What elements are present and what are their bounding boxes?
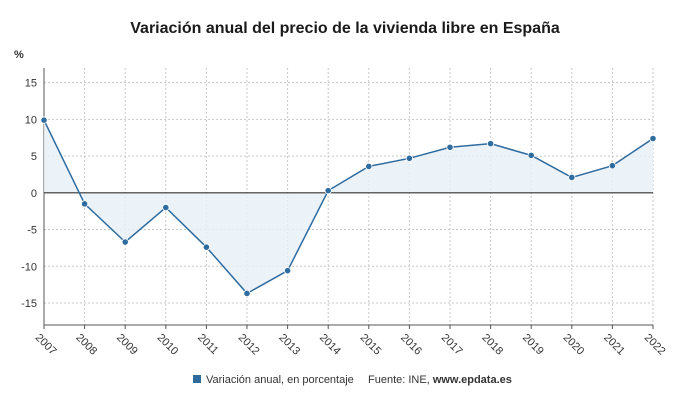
data-point-2012[interactable] bbox=[243, 289, 251, 298]
area-fill-layer bbox=[44, 120, 653, 294]
x-tick-label: 2009 bbox=[114, 332, 140, 358]
x-tick-label: 2020 bbox=[561, 332, 587, 358]
data-point-2022[interactable] bbox=[649, 134, 657, 143]
x-tick-label: 2015 bbox=[358, 332, 384, 358]
data-point-2011[interactable] bbox=[202, 243, 210, 251]
data-points bbox=[40, 116, 657, 298]
x-tick-label: 2018 bbox=[479, 332, 505, 358]
data-point-2014[interactable] bbox=[324, 187, 332, 195]
data-point-2019[interactable] bbox=[527, 151, 535, 159]
series-line bbox=[43, 119, 654, 295]
data-point-2015[interactable] bbox=[365, 162, 373, 170]
y-tick-label: 5 bbox=[31, 151, 37, 163]
x-tick-label: 2016 bbox=[398, 332, 424, 358]
data-point-2010[interactable] bbox=[162, 203, 170, 212]
x-tick-label: 2021 bbox=[601, 332, 627, 358]
data-point-2009[interactable] bbox=[121, 238, 129, 246]
data-point-2016[interactable] bbox=[405, 154, 413, 162]
x-tick-label: 2007 bbox=[33, 332, 59, 358]
legend: Variación anual, en porcentaje bbox=[193, 374, 354, 386]
x-tick-label: 2011 bbox=[195, 332, 220, 357]
x-tick-label: 2012 bbox=[236, 332, 262, 358]
y-tick-label: 0 bbox=[31, 188, 37, 200]
x-tick-label: 2017 bbox=[439, 332, 465, 358]
legend-label: Variación anual, en porcentaje bbox=[206, 374, 354, 386]
y-tick-label: 15 bbox=[25, 78, 37, 90]
x-tick-label: 2019 bbox=[520, 332, 546, 358]
y-tick-label: -15 bbox=[21, 298, 37, 310]
y-axis-ticks: -15 -10 -5 0 5 10 15 bbox=[21, 78, 37, 310]
data-point-2018[interactable] bbox=[486, 140, 495, 148]
x-tick-label: 2008 bbox=[73, 332, 99, 358]
data-point-2013[interactable] bbox=[283, 267, 292, 275]
x-tick-label: 2010 bbox=[155, 332, 181, 358]
y-tick-label: -5 bbox=[27, 225, 37, 237]
source-site: www.epdata.es bbox=[432, 374, 512, 386]
legend-swatch bbox=[193, 375, 201, 383]
data-point-2008[interactable] bbox=[81, 200, 89, 208]
y-tick-label: -10 bbox=[21, 261, 37, 273]
series-area bbox=[44, 120, 653, 294]
y-axis-unit: % bbox=[14, 49, 24, 61]
source-label: Fuente: INE, bbox=[368, 374, 433, 386]
x-axis-ticks: 2007 2008 2009 2010 2011 2012 2013 2014 2015 2016… bbox=[33, 325, 668, 358]
chart-title: Variación anual del precio de la viviend… bbox=[130, 20, 560, 37]
data-point-2017[interactable] bbox=[446, 143, 454, 151]
data-point-2021[interactable] bbox=[608, 162, 617, 170]
series-line-layer bbox=[43, 119, 654, 295]
x-tick-label: 2022 bbox=[642, 332, 668, 358]
data-point-2007[interactable] bbox=[40, 116, 48, 124]
data-point-2020[interactable] bbox=[568, 173, 576, 182]
source-note: Fuente: INE, www.epdata.es bbox=[368, 374, 512, 386]
y-tick-label: 10 bbox=[25, 114, 37, 126]
x-tick-label: 2013 bbox=[276, 332, 302, 358]
x-tick-label: 2014 bbox=[317, 332, 343, 358]
